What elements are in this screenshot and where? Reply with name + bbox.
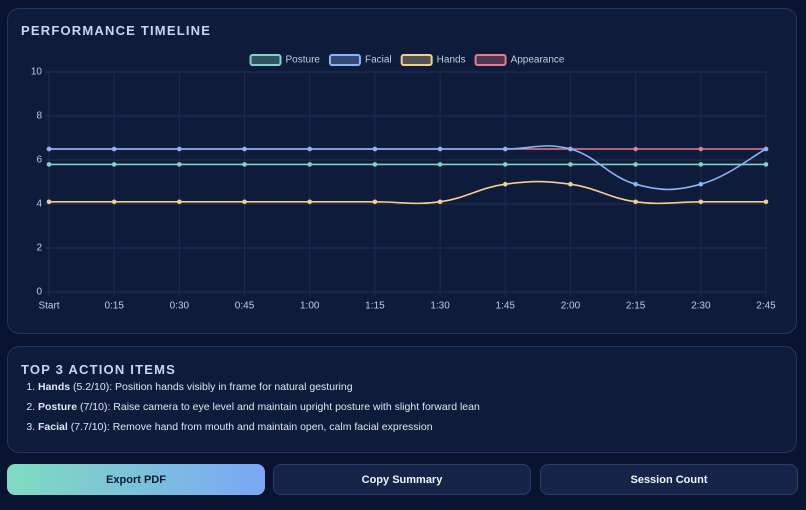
legend-swatch xyxy=(249,54,282,66)
data-point xyxy=(633,146,638,152)
session-button[interactable]: Session Count xyxy=(540,464,798,495)
data-point xyxy=(307,146,313,152)
action-panel: TOP 3 ACTION ITEMS Hands (5.2/10): Posit… xyxy=(7,346,797,453)
y-tick-label: 0 xyxy=(36,287,42,298)
data-point xyxy=(242,146,247,152)
y-tick-label: 8 xyxy=(36,111,42,122)
action-item: Posture (7/10): Raise camera to eye leve… xyxy=(38,397,480,417)
x-tick-label: 1:15 xyxy=(365,301,385,312)
data-point xyxy=(502,181,508,187)
x-tick-label: 1:45 xyxy=(496,301,516,312)
y-tick-label: 6 xyxy=(36,155,42,166)
data-point xyxy=(46,199,52,205)
legend-label: Facial xyxy=(365,55,392,66)
data-point xyxy=(372,199,378,205)
copy-button[interactable]: Copy Summary xyxy=(273,464,531,495)
legend: Posture Facial Hands Appearance xyxy=(249,54,565,66)
data-point xyxy=(502,162,508,167)
legend-item: Posture xyxy=(249,54,321,66)
action-item: Facial (7.7/10): Remove hand from mouth … xyxy=(38,417,480,437)
data-point xyxy=(763,162,769,167)
data-point xyxy=(46,146,52,152)
legend-swatch xyxy=(400,54,433,66)
data-point xyxy=(111,146,117,152)
item-detail: (7.7/10): Remove hand from mouth and mai… xyxy=(70,421,433,433)
data-point xyxy=(502,146,508,152)
x-tick-label: 1:00 xyxy=(300,301,320,312)
x-tick-label: 1:30 xyxy=(430,301,450,312)
action-item: Hands (5.2/10): Position hands visibly i… xyxy=(38,377,480,397)
data-point xyxy=(698,162,704,167)
data-point xyxy=(437,146,443,152)
data-point xyxy=(698,146,704,152)
x-tick-label: 2:15 xyxy=(626,301,646,312)
x-tick-label: 0:15 xyxy=(104,301,124,312)
data-point xyxy=(242,199,247,205)
legend-label: Appearance xyxy=(511,55,565,66)
item-detail: (7/10): Raise camera to eye level and ma… xyxy=(80,401,480,413)
item-name: Posture xyxy=(38,401,78,413)
data-point xyxy=(372,162,378,167)
data-point xyxy=(568,181,573,187)
data-point xyxy=(633,181,638,187)
item-name: Facial xyxy=(38,421,68,433)
legend-item: Hands xyxy=(400,54,466,66)
data-point xyxy=(568,162,573,167)
legend-label: Posture xyxy=(286,55,321,66)
data-point xyxy=(568,146,573,152)
action-title: TOP 3 ACTION ITEMS xyxy=(21,362,176,377)
x-tick-label: 2:30 xyxy=(691,301,711,312)
item-detail: (5.2/10): Position hands visibly in fram… xyxy=(73,381,353,393)
y-tick-label: 4 xyxy=(36,199,42,210)
x-tick-label: 2:45 xyxy=(756,301,776,312)
x-tick-label: 0:30 xyxy=(170,301,190,312)
data-point xyxy=(307,162,313,167)
legend-swatch xyxy=(328,54,361,66)
y-tick-label: 10 xyxy=(31,67,43,78)
series-line xyxy=(49,180,766,205)
legend-label: Hands xyxy=(437,55,466,66)
series-line xyxy=(49,145,767,191)
data-point xyxy=(633,162,638,167)
item-name: Hands xyxy=(38,381,71,393)
data-point xyxy=(437,199,443,205)
data-point xyxy=(763,199,769,205)
legend-item: Appearance xyxy=(474,54,565,66)
data-point xyxy=(111,162,117,167)
data-point xyxy=(177,199,182,205)
data-point xyxy=(372,146,378,152)
data-point xyxy=(242,162,247,167)
data-point xyxy=(698,181,704,187)
data-point xyxy=(307,199,313,205)
chart-panel: PERFORMANCE TIMELINE 0 2 4 6 8 10 Start 0:15 0:3… xyxy=(7,8,797,334)
export-button[interactable]: Export PDF xyxy=(7,464,265,495)
data-point xyxy=(177,162,182,167)
x-tick-label: 2:00 xyxy=(561,301,581,312)
data-point xyxy=(698,199,704,205)
legend-swatch xyxy=(474,54,507,66)
data-point xyxy=(177,146,182,152)
x-tick-label: Start xyxy=(38,301,59,312)
y-tick-label: 2 xyxy=(36,243,42,254)
data-point xyxy=(633,199,638,205)
data-point xyxy=(111,199,117,205)
chart: 0 2 4 6 8 10 Start 0:15 0:30 0:45 1:00 1:15 1:30 1:45… xyxy=(31,54,776,312)
data-point xyxy=(437,162,443,167)
data-point xyxy=(46,162,52,167)
action-list: Hands (5.2/10): Position hands visibly i… xyxy=(8,377,480,437)
x-tick-label: 0:45 xyxy=(235,301,255,312)
chart-title: PERFORMANCE TIMELINE xyxy=(21,23,212,38)
legend-item: Facial xyxy=(328,54,392,66)
data-point xyxy=(763,146,769,152)
